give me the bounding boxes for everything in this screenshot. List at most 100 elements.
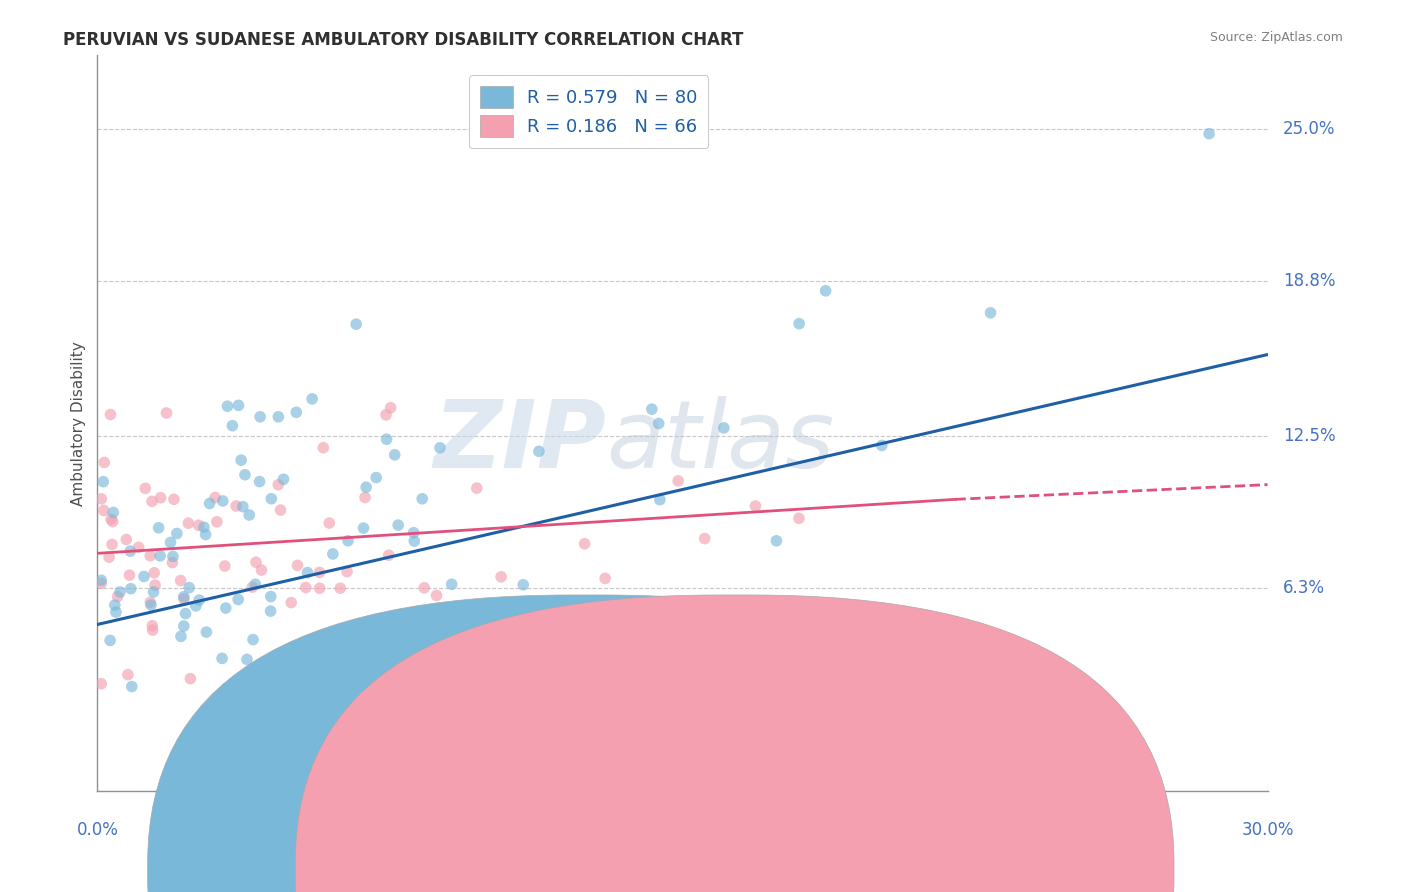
Point xyxy=(250,563,273,577)
Point xyxy=(517,619,540,633)
Point xyxy=(465,481,488,495)
Point xyxy=(693,532,716,546)
Point xyxy=(337,533,360,548)
Point xyxy=(198,496,221,510)
Point xyxy=(980,306,1002,320)
Text: PERUVIAN VS SUDANESE AMBULATORY DISABILITY CORRELATION CHART: PERUVIAN VS SUDANESE AMBULATORY DISABILI… xyxy=(63,31,744,49)
Point xyxy=(169,574,191,588)
Point xyxy=(187,518,209,533)
Point xyxy=(336,565,359,579)
Point xyxy=(143,578,166,592)
Point xyxy=(377,548,399,562)
Point xyxy=(211,651,233,665)
Point xyxy=(101,515,124,529)
Point xyxy=(280,596,302,610)
Point xyxy=(273,472,295,486)
Point xyxy=(91,475,114,489)
Point xyxy=(184,599,207,613)
Point xyxy=(238,508,260,522)
Point xyxy=(245,577,267,591)
Point xyxy=(143,566,166,580)
Point xyxy=(344,317,367,331)
Point xyxy=(375,408,398,422)
Point xyxy=(193,520,215,534)
Point xyxy=(1198,127,1220,141)
Point xyxy=(297,566,319,580)
Point xyxy=(104,598,127,612)
Point xyxy=(162,556,184,570)
Point xyxy=(90,491,112,506)
Point xyxy=(425,589,447,603)
Point xyxy=(118,568,141,582)
Point xyxy=(249,475,271,489)
Y-axis label: Ambulatory Disability: Ambulatory Disability xyxy=(72,341,86,506)
Point xyxy=(233,467,256,482)
Point xyxy=(100,512,122,526)
Point xyxy=(163,492,186,507)
Point xyxy=(101,537,124,551)
Point xyxy=(100,408,122,422)
Point xyxy=(149,491,172,505)
Point xyxy=(204,491,226,505)
Point xyxy=(380,401,402,415)
Point xyxy=(121,680,143,694)
Point xyxy=(312,441,335,455)
Point xyxy=(103,506,125,520)
Point xyxy=(214,559,236,574)
Point xyxy=(98,633,121,648)
Point xyxy=(132,569,155,583)
Point xyxy=(249,409,271,424)
Point xyxy=(387,518,409,533)
Text: 6.3%: 6.3% xyxy=(1284,579,1326,597)
Point xyxy=(128,541,150,555)
Point xyxy=(173,590,195,604)
Point xyxy=(647,417,669,431)
Point xyxy=(375,432,398,446)
Point xyxy=(402,525,425,540)
Point xyxy=(177,516,200,531)
Text: Source: ZipAtlas.com: Source: ZipAtlas.com xyxy=(1209,31,1343,45)
Point xyxy=(179,672,201,686)
Point xyxy=(188,593,211,607)
Point xyxy=(179,581,201,595)
Point xyxy=(765,533,787,548)
Point xyxy=(489,570,512,584)
Point xyxy=(120,544,142,558)
Point xyxy=(322,547,344,561)
Text: 0.0%: 0.0% xyxy=(76,821,118,838)
Point xyxy=(242,632,264,647)
Text: 12.5%: 12.5% xyxy=(1284,426,1336,444)
Point xyxy=(228,398,250,412)
Point xyxy=(217,399,239,413)
Point xyxy=(108,585,131,599)
Point xyxy=(260,491,283,506)
Point xyxy=(294,581,316,595)
Point xyxy=(354,480,377,494)
Point xyxy=(139,598,162,612)
Point xyxy=(170,629,193,643)
Point xyxy=(115,533,138,547)
Text: 18.8%: 18.8% xyxy=(1284,272,1336,290)
Point xyxy=(240,580,263,594)
Point xyxy=(575,659,598,673)
Point xyxy=(215,601,238,615)
Point xyxy=(245,555,267,569)
Point xyxy=(366,470,388,484)
Point xyxy=(225,499,247,513)
Point xyxy=(205,515,228,529)
Point xyxy=(90,677,112,691)
Point xyxy=(308,581,330,595)
Point xyxy=(141,494,163,508)
Point xyxy=(173,619,195,633)
Point xyxy=(413,581,436,595)
Point xyxy=(301,392,323,406)
Point xyxy=(259,604,281,618)
Point xyxy=(787,317,810,331)
Point xyxy=(221,418,243,433)
Point xyxy=(270,503,292,517)
Point xyxy=(236,652,259,666)
Point xyxy=(467,619,489,633)
Point xyxy=(142,623,165,637)
Point xyxy=(232,500,254,514)
Point xyxy=(139,549,162,563)
